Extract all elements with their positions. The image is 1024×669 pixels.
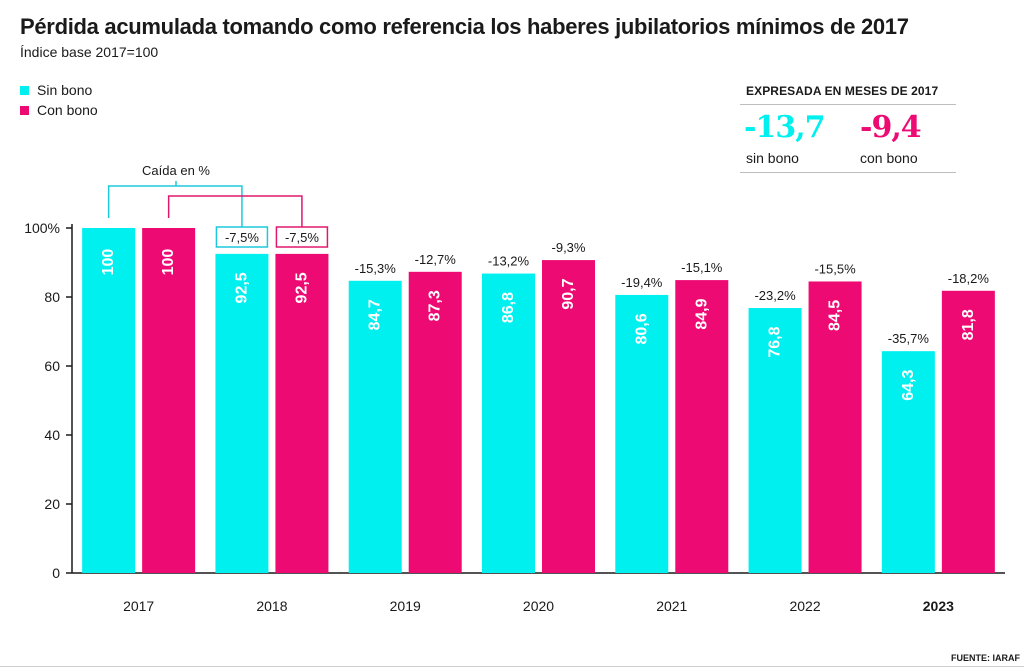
bar-value-label: 90,7	[560, 278, 577, 309]
x-tick-label: 2019	[390, 598, 421, 614]
x-tick-label: 2022	[789, 598, 820, 614]
change-label: -23,2%	[754, 288, 796, 303]
bracket-con-bono	[167, 195, 303, 227]
bar-value-label: 84,9	[693, 298, 710, 329]
bar-value-label: 92,5	[233, 272, 250, 303]
bar-value-label: 86,8	[500, 292, 517, 323]
bar-con_bono	[408, 271, 462, 573]
summary-label-sin-bono: sin bono	[746, 150, 799, 166]
change-label: -13,2%	[488, 254, 530, 269]
legend-item-sin-bono: Sin bono	[20, 82, 92, 98]
x-tick-label: 2020	[523, 598, 554, 614]
bar-sin_bono	[881, 351, 935, 573]
change-label: -7,5%	[285, 230, 319, 245]
bar-value-label: 80,6	[633, 313, 650, 344]
y-tick-label: 40	[44, 427, 60, 443]
change-label: -9,3%	[552, 240, 586, 255]
summary-label-con-bono: con bono	[860, 150, 918, 166]
x-tick-label: 2018	[256, 598, 287, 614]
x-tick-label: 2021	[656, 598, 687, 614]
legend-label-sin-bono: Sin bono	[37, 82, 93, 98]
y-tick-label: 20	[44, 496, 60, 512]
y-tick-label: 80	[44, 289, 60, 305]
summary-heading: EXPRESADA EN MESES DE 2017	[746, 84, 939, 98]
change-label: -15,5%	[814, 261, 856, 276]
bar-con_bono	[941, 290, 995, 573]
legend-item-con-bono: Con bono	[20, 102, 98, 118]
change-label: -15,3%	[355, 261, 397, 276]
source-note: FUENTE: IARAF	[951, 653, 1020, 663]
bar-sin_bono	[482, 273, 535, 573]
bar-sin_bono	[348, 280, 402, 573]
bar-sin_bono	[748, 308, 802, 573]
bar-sin_bono	[82, 228, 136, 573]
bracket-sin-bono	[107, 185, 243, 227]
y-tick-label: 100%	[24, 220, 60, 236]
bar-con_bono	[275, 253, 329, 573]
bar-value-label: 76,8	[767, 326, 784, 357]
legend-label-con-bono: Con bono	[37, 102, 98, 118]
legend-swatch-sin-bono	[20, 85, 29, 95]
bar-value-label: 81,8	[960, 309, 977, 340]
y-tick-label: 0	[52, 565, 60, 581]
bar-con_bono	[142, 228, 196, 573]
summary-divider-bottom	[740, 172, 956, 173]
change-label: -12,7%	[415, 252, 457, 267]
change-label: -15,1%	[681, 260, 723, 275]
chart-title: Pérdida acumulada tomando como referenci…	[20, 14, 909, 39]
bar-con_bono	[542, 260, 595, 573]
x-tick-label: 2023	[923, 598, 954, 614]
bar-value-label: 87,3	[427, 290, 444, 321]
change-label: -7,5%	[225, 230, 259, 245]
bar-sin_bono	[215, 253, 269, 573]
change-label: -18,2%	[948, 271, 990, 286]
bar-value-label: 100	[100, 249, 117, 276]
summary-value-con-bono: -9,4	[860, 110, 922, 145]
bar-sin_bono	[615, 294, 669, 573]
bar-value-label: 84,5	[827, 300, 844, 331]
frame-bottom-border	[0, 666, 1024, 667]
summary-divider-top	[740, 104, 956, 105]
change-label: -19,4%	[621, 275, 663, 290]
bar-con_bono	[808, 281, 862, 573]
bar-value-label: 92,5	[293, 272, 310, 303]
bar-value-label: 64,3	[900, 369, 917, 400]
change-label: -35,7%	[888, 331, 930, 346]
x-tick-label: 2017	[123, 598, 154, 614]
legend-swatch-con-bono	[20, 105, 29, 115]
y-tick-label: 60	[44, 358, 60, 374]
summary-value-sin-bono: -13,7	[744, 110, 826, 145]
chart-subtitle: Índice base 2017=100	[20, 44, 159, 60]
bar-value-label: 84,7	[367, 299, 384, 330]
bar-con_bono	[675, 280, 729, 573]
bar-value-label: 100	[160, 249, 177, 276]
annotation-caida-label: Caída en %	[142, 163, 210, 178]
